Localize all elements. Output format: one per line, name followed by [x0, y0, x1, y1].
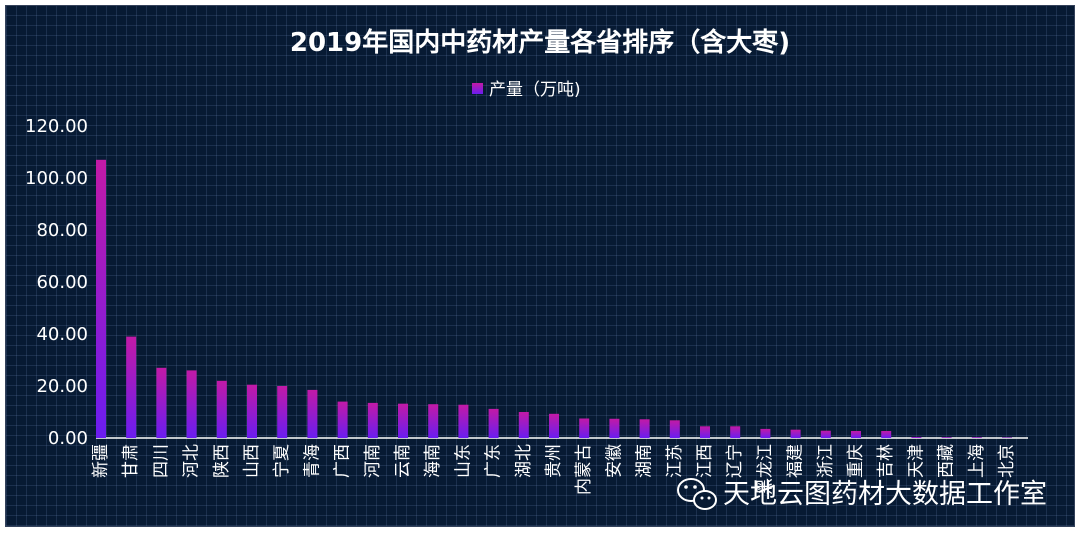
wechat-icon: [677, 478, 717, 510]
x-tick-label: 贵州: [544, 444, 564, 478]
bar-21[interactable]: [700, 426, 710, 438]
x-tick-label: 福建: [786, 444, 806, 478]
x-tick-label: 河南: [363, 444, 383, 478]
bar-20[interactable]: [669, 420, 680, 438]
bar-8[interactable]: [307, 389, 318, 438]
x-tick-label: 山东: [453, 444, 473, 478]
x-tick-label: 吉林: [876, 444, 896, 478]
x-tick-label: 天津: [906, 444, 926, 478]
y-axis: 0.00 20.00 40.00 60.00 80.00 100.00 120.00: [25, 116, 88, 449]
x-tick-label: 四川: [151, 444, 171, 478]
y-tick-label: 20.00: [36, 376, 88, 397]
bar-23[interactable]: [760, 428, 771, 438]
x-tick-label: 广西: [333, 444, 353, 478]
bar-25[interactable]: [820, 430, 831, 438]
x-tick-label: 内蒙古: [574, 444, 594, 495]
bar-12[interactable]: [428, 404, 439, 438]
bar-chart: 2019年国内中药材产量各省排序（含大枣) 产量（万吨) 0.00 20.00 40…: [25, 27, 1047, 510]
bar-18[interactable]: [609, 418, 620, 438]
y-tick-label: 40.00: [36, 324, 88, 345]
chart-title: 2019年国内中药材产量各省排序（含大枣): [290, 27, 790, 58]
watermark: 天地云图药材大数据工作室: [677, 478, 1047, 510]
x-tick-label: 宁夏: [272, 444, 292, 478]
x-tick-label: 江苏: [665, 444, 685, 478]
x-tick-label: 新疆: [91, 444, 111, 478]
bar-27[interactable]: [881, 430, 892, 438]
x-tick-label: 重庆: [846, 444, 866, 478]
x-tick-label: 江西: [695, 444, 715, 478]
x-tick-label: 陕西: [212, 444, 232, 478]
x-tick-label: 上海: [967, 444, 987, 478]
x-axis: 新疆 甘肃 四川 河北 陕西 山西 宁夏 青海 广西 河南 云南 海南 山东 广东 湖北 贵州 内蒙古 安徽 湖南江…: [91, 444, 1017, 495]
bar-4[interactable]: [186, 370, 197, 438]
x-tick-label: 广东: [484, 444, 504, 478]
y-tick-label: 0.00: [48, 428, 88, 449]
x-tick-label: 湖北: [514, 444, 534, 478]
bar-16[interactable]: [549, 413, 559, 438]
x-tick-label: 湖南: [635, 444, 655, 478]
chart-frame: 2019年国内中药材产量各省排序（含大枣) 产量（万吨) 0.00 20.00 40…: [5, 5, 1075, 527]
bar-31[interactable]: [1002, 437, 1012, 438]
bar-15[interactable]: [518, 412, 529, 438]
bar-22[interactable]: [730, 426, 741, 438]
x-tick-label: 海南: [423, 444, 443, 478]
bar-24[interactable]: [790, 429, 801, 438]
x-tick-label: 黑龙江: [755, 444, 775, 495]
bar-14[interactable]: [488, 408, 499, 438]
bar-3[interactable]: [156, 367, 167, 438]
bars: [96, 159, 1012, 439]
bar-6[interactable]: [247, 384, 257, 438]
bar-10[interactable]: [367, 402, 378, 438]
x-tick-label: 辽宁: [725, 444, 745, 478]
legend-swatch: [472, 83, 483, 94]
bar-11[interactable]: [398, 403, 408, 438]
legend[interactable]: 产量（万吨): [472, 80, 581, 100]
bar-5[interactable]: [216, 380, 227, 438]
x-tick-label: 甘肃: [121, 444, 141, 478]
bar-17[interactable]: [579, 418, 590, 439]
bar-28[interactable]: [911, 436, 922, 438]
x-tick-label: 河北: [182, 444, 202, 478]
x-tick-label: 安徽: [604, 444, 624, 478]
x-tick-label: 青海: [302, 444, 322, 478]
bar-13[interactable]: [458, 404, 469, 438]
y-tick-label: 80.00: [36, 220, 88, 241]
watermark-text: 天地云图药材大数据工作室: [723, 479, 1047, 510]
y-tick-label: 60.00: [36, 272, 88, 293]
y-tick-label: 100.00: [25, 168, 88, 189]
x-tick-label: 云南: [393, 444, 413, 478]
x-tick-label: 北京: [997, 444, 1017, 478]
x-tick-label: 山西: [242, 444, 262, 478]
bar-1[interactable]: [96, 159, 106, 439]
bar-30[interactable]: [971, 437, 982, 438]
bar-19[interactable]: [639, 419, 650, 438]
bar-2[interactable]: [126, 336, 137, 438]
bar-26[interactable]: [851, 430, 861, 438]
bar-7[interactable]: [277, 386, 288, 438]
bar-9[interactable]: [337, 401, 348, 438]
bar-29[interactable]: [941, 437, 952, 438]
x-tick-label: 浙江: [816, 444, 836, 478]
x-tick-label: 西藏: [937, 444, 957, 478]
legend-label: 产量（万吨): [489, 80, 581, 100]
y-tick-label: 120.00: [25, 116, 88, 137]
